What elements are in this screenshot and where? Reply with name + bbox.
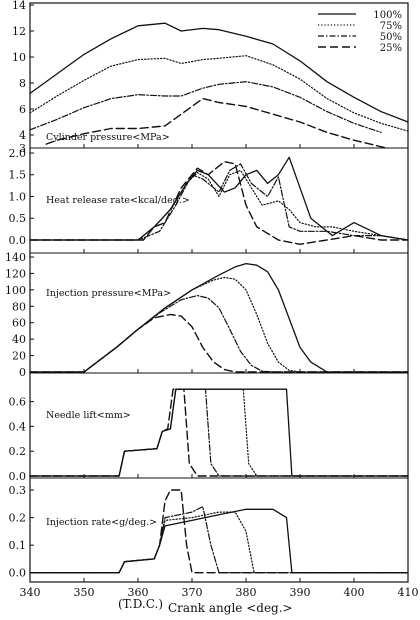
- legend-label-3: 25%: [380, 43, 402, 54]
- plot-outer-frame: [29, 2, 409, 583]
- y-tick-label-injection_pressure-3: 60: [12, 317, 26, 330]
- x-tick-label-4: 380: [236, 586, 257, 599]
- series-injection_pressure-75pct: [29, 276, 409, 373]
- panel-label-needle-lift: Needle lift<mm>: [46, 410, 131, 421]
- data-series: [29, 22, 409, 574]
- series-needle-75pct: [29, 388, 409, 477]
- y-tick-label-heat-3: 1.5: [9, 169, 27, 182]
- x-tick-label-2: 360: [128, 586, 149, 599]
- x-axis-tdc-label: (T.D.C.): [118, 597, 163, 611]
- y-tick-label-needle-3: 0.6: [9, 396, 27, 409]
- series-heat-25pct: [29, 160, 409, 246]
- y-tick-label-cylinder-3: 8: [19, 77, 26, 90]
- series-cylinder-100pct: [29, 22, 409, 123]
- series-injection_pressure-50pct: [29, 295, 409, 373]
- series-heat-50pct: [29, 163, 409, 241]
- x-tick-label-5: 390: [290, 586, 311, 599]
- legend-label-1: 75%: [380, 21, 402, 32]
- y-tick-label-cylinder-1: 4: [19, 129, 26, 142]
- legend-label-0: 100%: [373, 10, 402, 21]
- series-heat-75pct: [29, 169, 409, 241]
- y-tick-label-cylinder-6: 14: [12, 0, 26, 12]
- y-tick-label-needle-0: 0.0: [9, 470, 27, 483]
- y-tick-label-needle-2: 0.4: [9, 420, 27, 433]
- x-tick-label-6: 400: [344, 586, 365, 599]
- y-tick-label-heat-0: 0.0: [9, 234, 27, 247]
- series-needle-100pct: [29, 388, 409, 477]
- y-tick-label-heat-1: 0.5: [9, 212, 27, 225]
- y-tick-label-injection_pressure-6: 120: [5, 267, 26, 280]
- y-tick-label-cylinder-4: 10: [12, 51, 26, 64]
- series-injection_pressure-100pct: [29, 262, 409, 373]
- y-tick-label-heat-4: 2.0: [9, 147, 27, 160]
- axis-labels: 34 6 8 10 12 14 0.0 0.5 1.0 1.5 2.0 0 20 40 60 80 100 120…: [5, 0, 419, 599]
- axis-ticks: [29, 4, 409, 582]
- y-tick-label-injection_pressure-2: 40: [12, 333, 26, 346]
- x-tick-label-1: 350: [74, 586, 95, 599]
- y-tick-label-injection_rate-1: 0.1: [9, 539, 27, 552]
- panel-label-heat: Heat release rate<kcal/deg.>: [46, 195, 190, 206]
- panel-label-injection-rate: Injection rate<g/deg.>: [46, 517, 157, 528]
- panel-label-injection-pressure: Injection pressure<MPa>: [46, 288, 171, 299]
- legend: 100% 75% 50% 25%: [318, 10, 402, 54]
- series-needle-25pct: [29, 388, 409, 477]
- y-tick-label-needle-1: 0.2: [9, 445, 27, 458]
- x-tick-label-3: 370: [182, 586, 203, 599]
- x-tick-label-7: 410: [398, 586, 419, 599]
- x-tick-label-0: 340: [20, 586, 41, 599]
- plot-frames: [29, 2, 409, 583]
- x-axis-title: Crank angle <deg.>: [168, 601, 293, 615]
- y-tick-label-injection_pressure-7: 140: [5, 251, 26, 264]
- series-cylinder-25pct: [45, 97, 388, 149]
- y-tick-label-injection_pressure-0: 0: [19, 366, 26, 379]
- y-tick-label-cylinder-0: 3: [19, 142, 26, 155]
- legend-label-2: 50%: [380, 32, 402, 43]
- series-cylinder-50pct: [29, 81, 382, 133]
- series-needle-50pct: [29, 388, 409, 477]
- y-tick-label-injection_pressure-4: 80: [12, 300, 26, 313]
- panel-label-cylinder: Cylinder pressure<MPa>: [46, 132, 170, 143]
- y-tick-label-cylinder-5: 12: [12, 25, 26, 38]
- series-cylinder-75pct: [29, 55, 409, 132]
- y-tick-label-injection_rate-0: 0.0: [9, 567, 27, 580]
- y-tick-label-injection_pressure-5: 100: [5, 284, 26, 297]
- y-tick-label-heat-2: 1.0: [9, 190, 27, 203]
- series-injection_pressure-25pct: [29, 313, 409, 373]
- y-tick-label-injection_pressure-1: 20: [12, 350, 26, 363]
- y-tick-label-cylinder-2: 6: [19, 103, 26, 116]
- y-tick-label-injection_rate-3: 0.3: [9, 484, 27, 497]
- series-injection_rate-25pct: [29, 489, 409, 574]
- y-tick-label-injection_rate-2: 0.2: [9, 512, 27, 525]
